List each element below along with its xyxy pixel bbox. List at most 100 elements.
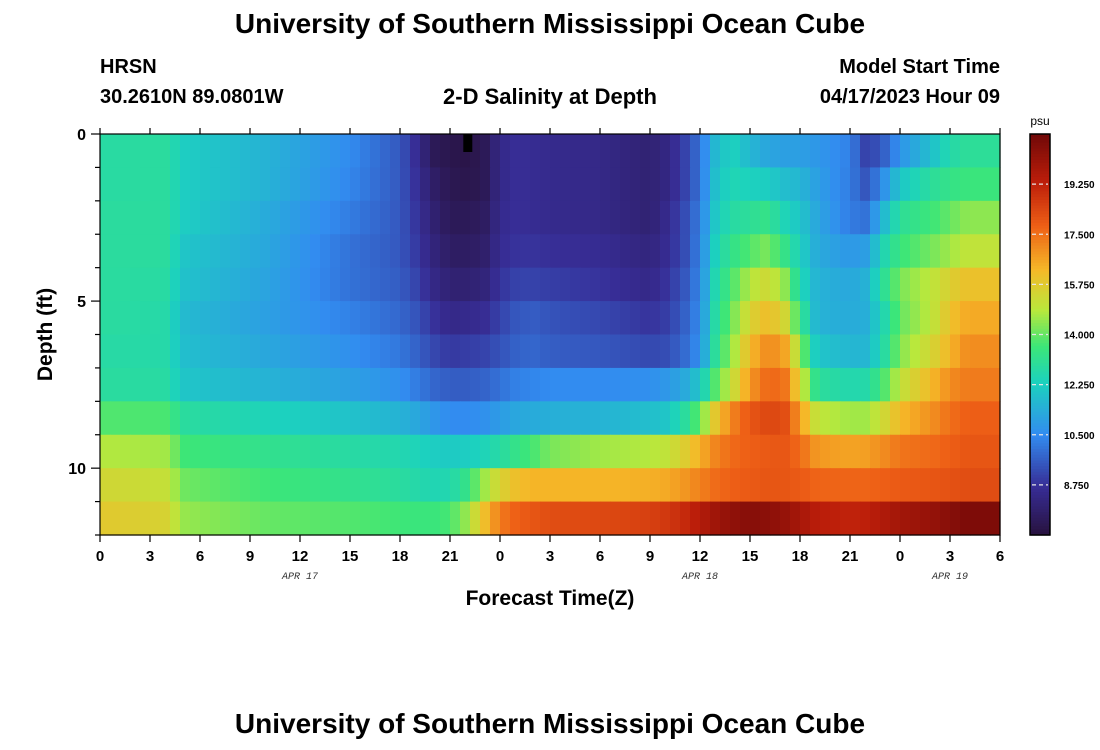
heatmap-cell xyxy=(860,367,871,402)
heatmap-cell xyxy=(980,334,991,369)
colorbar-segment xyxy=(1030,168,1050,172)
heatmap-cell xyxy=(440,234,451,269)
heatmap-cell xyxy=(140,468,151,503)
heatmap-cell xyxy=(710,367,721,402)
heatmap-cell xyxy=(360,301,371,336)
heatmap-cell xyxy=(270,501,281,536)
heatmap-cell xyxy=(190,234,201,269)
heatmap-cell xyxy=(840,334,851,369)
heatmap-cell xyxy=(370,200,381,235)
colorbar-segment xyxy=(1030,311,1050,316)
x-tick-label: 0 xyxy=(896,548,904,565)
heatmap-cell xyxy=(390,367,401,402)
heatmap-cell xyxy=(160,167,171,202)
heatmap-cell xyxy=(570,267,581,302)
heatmap-cell xyxy=(260,401,271,436)
heatmap-cell xyxy=(940,301,951,336)
heatmap-cell xyxy=(830,134,841,169)
heatmap-cell xyxy=(220,234,231,269)
colorbar-segment xyxy=(1030,159,1050,164)
colorbar-tick-label: 17.500 xyxy=(1064,230,1095,241)
colorbar-segment xyxy=(1030,426,1050,430)
heatmap-cell xyxy=(420,434,431,469)
heatmap-cell xyxy=(880,468,891,503)
heatmap-cell xyxy=(560,134,571,169)
heatmap-cell xyxy=(380,501,391,536)
heatmap-cell xyxy=(100,234,111,269)
heatmap-cell xyxy=(860,301,871,336)
heatmap-cell xyxy=(740,301,751,336)
heatmap-cell xyxy=(980,468,991,503)
heatmap-cell xyxy=(680,401,691,436)
heatmap-cell xyxy=(540,200,551,235)
heatmap-cell xyxy=(690,267,701,302)
heatmap-cell xyxy=(790,501,801,536)
heatmap-cell xyxy=(960,167,971,202)
colorbar-segment xyxy=(1030,348,1050,353)
heatmap-cell xyxy=(530,468,541,503)
heatmap-cell xyxy=(720,234,731,269)
heatmap-cell xyxy=(100,267,111,302)
colorbar-segment xyxy=(1030,506,1050,510)
heatmap-cell xyxy=(760,501,771,536)
heatmap-cell xyxy=(760,401,771,436)
heatmap-cell xyxy=(480,167,491,202)
heatmap-cell xyxy=(370,501,381,536)
colorbar-segment xyxy=(1030,174,1050,178)
heatmap-cell xyxy=(430,167,441,202)
heatmap-cell xyxy=(380,367,391,402)
heatmap-cell xyxy=(820,134,831,169)
heatmap-cell xyxy=(250,267,261,302)
heatmap-cell xyxy=(360,501,371,536)
heatmap-cell xyxy=(640,468,651,503)
heatmap-cell xyxy=(580,334,591,369)
heatmap-cell xyxy=(700,468,711,503)
heatmap-cell xyxy=(510,234,521,269)
heatmap-cell xyxy=(920,234,931,269)
heatmap-cell xyxy=(940,434,951,469)
heatmap-cell xyxy=(260,234,271,269)
heatmap-cell xyxy=(240,134,251,169)
heatmap-cell xyxy=(520,134,531,169)
heatmap-cell xyxy=(910,134,921,169)
heatmap-cell xyxy=(960,401,971,436)
heatmap-cell xyxy=(590,167,601,202)
heatmap-cell xyxy=(350,301,361,336)
heatmap-cell xyxy=(360,468,371,503)
heatmap-cell xyxy=(560,434,571,469)
heatmap-cell xyxy=(490,501,501,536)
heatmap-cell xyxy=(960,200,971,235)
heatmap-cell xyxy=(500,468,511,503)
colorbar-segment xyxy=(1030,500,1050,505)
heatmap-cell xyxy=(160,334,171,369)
heatmap-cell xyxy=(140,367,151,402)
heatmap-cell xyxy=(960,267,971,302)
heatmap-cell xyxy=(260,134,271,169)
heatmap-cell xyxy=(430,401,441,436)
heatmap-cell xyxy=(710,267,721,302)
heatmap-cell xyxy=(720,134,731,169)
heatmap-cell xyxy=(920,401,931,436)
colorbar-segment xyxy=(1030,366,1050,370)
x-tick-label: 3 xyxy=(946,548,954,565)
heatmap-cell xyxy=(800,501,811,536)
heatmap-cell xyxy=(580,234,591,269)
heatmap-cell xyxy=(950,134,961,169)
colorbar-segment xyxy=(1030,277,1050,281)
heatmap-cell xyxy=(180,401,191,436)
heatmap-cell xyxy=(110,200,121,235)
heatmap-cell xyxy=(450,468,461,503)
heatmap-cell xyxy=(880,501,891,536)
heatmap-cell xyxy=(650,334,661,369)
heatmap-cell xyxy=(990,134,1001,169)
heatmap-cell xyxy=(500,234,511,269)
heatmap-cell xyxy=(410,200,421,235)
heatmap-cell xyxy=(120,134,131,169)
colorbar-segment xyxy=(1030,214,1050,218)
heatmap-cell xyxy=(140,267,151,302)
colorbar-segment xyxy=(1030,514,1050,519)
heatmap-cell xyxy=(620,200,631,235)
heatmap-cell xyxy=(680,234,691,269)
heatmap-cell xyxy=(970,167,981,202)
heatmap-cell xyxy=(680,267,691,302)
